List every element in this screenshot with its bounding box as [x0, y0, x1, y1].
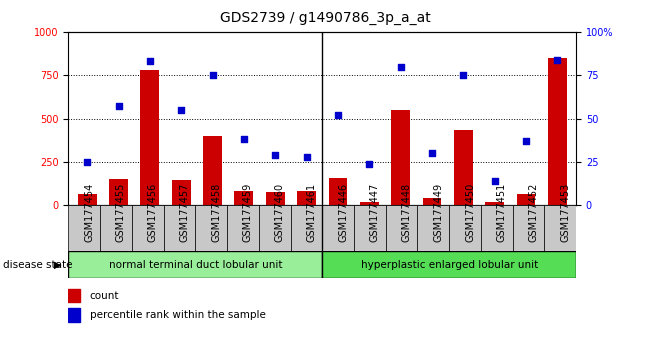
Bar: [68, 308, 79, 322]
Text: GSM177454: GSM177454: [84, 183, 94, 242]
Bar: [77, 194, 96, 205]
Bar: [227, 205, 258, 251]
Bar: [266, 192, 284, 205]
Bar: [203, 136, 222, 205]
Bar: [68, 205, 100, 251]
Text: GSM177450: GSM177450: [465, 183, 475, 242]
Bar: [422, 198, 441, 205]
Point: [270, 152, 281, 158]
Bar: [234, 190, 253, 205]
Text: GSM177460: GSM177460: [275, 183, 284, 242]
Bar: [141, 70, 159, 205]
Bar: [109, 179, 128, 205]
Bar: [322, 251, 576, 278]
Text: GSM177456: GSM177456: [148, 183, 158, 242]
Text: normal terminal duct lobular unit: normal terminal duct lobular unit: [109, 259, 282, 270]
Bar: [391, 110, 410, 205]
Text: GSM177451: GSM177451: [497, 183, 506, 242]
Point: [333, 112, 343, 118]
Text: disease state: disease state: [3, 259, 73, 270]
Bar: [68, 289, 79, 302]
Point: [490, 178, 500, 184]
Bar: [132, 205, 163, 251]
Bar: [297, 192, 316, 205]
Text: GSM177455: GSM177455: [116, 183, 126, 242]
Bar: [517, 194, 535, 205]
Text: GSM177452: GSM177452: [529, 183, 538, 242]
Bar: [290, 205, 322, 251]
Point: [395, 64, 406, 69]
Point: [458, 73, 469, 78]
Bar: [548, 58, 567, 205]
Bar: [449, 205, 481, 251]
Bar: [485, 202, 504, 205]
Point: [207, 73, 217, 78]
Bar: [195, 205, 227, 251]
Bar: [454, 130, 473, 205]
Point: [239, 137, 249, 142]
Bar: [513, 205, 544, 251]
Bar: [360, 201, 379, 205]
Text: percentile rank within the sample: percentile rank within the sample: [90, 310, 266, 320]
Point: [552, 57, 562, 62]
Text: ▶: ▶: [54, 259, 62, 270]
Text: hyperplastic enlarged lobular unit: hyperplastic enlarged lobular unit: [361, 259, 538, 270]
Point: [176, 107, 186, 113]
Text: GSM177446: GSM177446: [338, 183, 348, 242]
Text: GSM177447: GSM177447: [370, 183, 380, 242]
Bar: [163, 205, 195, 251]
Bar: [544, 205, 576, 251]
Text: GSM177453: GSM177453: [561, 183, 570, 242]
Text: GSM177461: GSM177461: [307, 183, 316, 242]
Point: [427, 150, 437, 156]
Text: GSM177457: GSM177457: [180, 183, 189, 242]
Bar: [417, 205, 449, 251]
Text: GSM177458: GSM177458: [211, 183, 221, 242]
Bar: [322, 205, 354, 251]
Point: [301, 154, 312, 160]
Point: [113, 104, 124, 109]
Bar: [385, 205, 417, 251]
Bar: [329, 178, 348, 205]
Bar: [172, 180, 191, 205]
Bar: [68, 251, 322, 278]
Text: GSM177459: GSM177459: [243, 183, 253, 242]
Text: GSM177449: GSM177449: [434, 183, 443, 242]
Text: count: count: [90, 291, 119, 301]
Point: [521, 138, 531, 144]
Point: [82, 159, 92, 165]
Bar: [258, 205, 290, 251]
Point: [364, 161, 374, 166]
Bar: [100, 205, 132, 251]
Text: GSM177448: GSM177448: [402, 183, 411, 242]
Point: [145, 58, 155, 64]
Bar: [354, 205, 385, 251]
Text: GDS2739 / g1490786_3p_a_at: GDS2739 / g1490786_3p_a_at: [220, 11, 431, 25]
Bar: [481, 205, 513, 251]
